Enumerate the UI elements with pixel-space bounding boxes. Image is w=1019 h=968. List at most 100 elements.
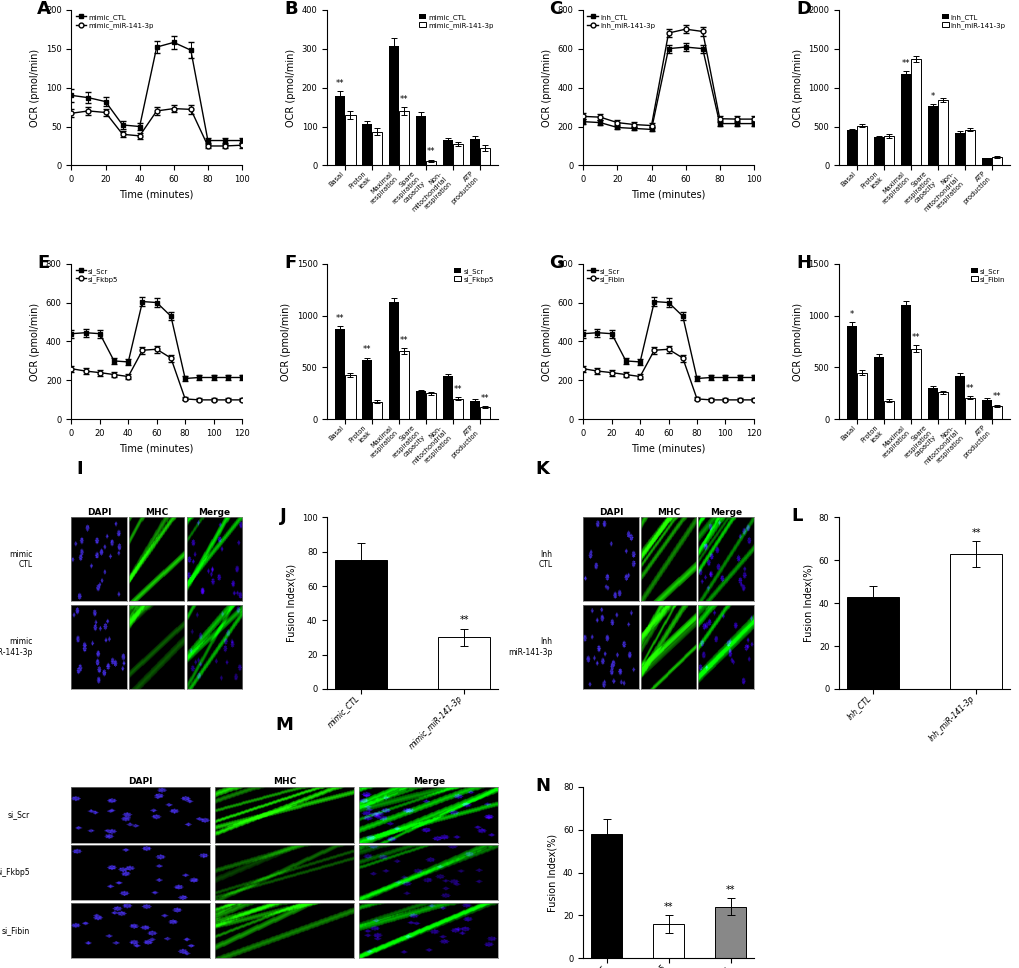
Bar [335,560,386,689]
Title: Merge: Merge [198,507,230,517]
Y-axis label: OCR (pmol/min): OCR (pmol/min) [281,302,290,380]
Legend: mimic_CTL, mimic_miR-141-3p: mimic_CTL, mimic_miR-141-3p [416,11,496,32]
Text: *: * [929,92,934,102]
Text: N: N [535,776,550,795]
Text: K: K [535,460,549,478]
Bar [927,388,937,419]
Bar [990,406,1001,419]
Bar [937,100,948,166]
Bar [950,554,1001,689]
Text: L: L [791,507,802,526]
Bar [372,132,382,166]
Text: E: E [38,255,50,272]
Title: DAPI: DAPI [87,507,111,517]
Text: **: ** [460,616,469,625]
Y-axis label: OCR (pmol/min): OCR (pmol/min) [792,48,802,127]
Bar [883,401,894,419]
Bar [426,161,436,166]
Bar [388,45,398,166]
Bar [398,350,409,419]
X-axis label: Time (minutes): Time (minutes) [631,190,705,199]
Legend: si_Scr, si_Fibin: si_Scr, si_Fibin [967,265,1008,286]
Title: MHC: MHC [273,777,296,786]
Y-axis label: OCR (pmol/min): OCR (pmol/min) [31,302,40,380]
Text: **: ** [335,79,344,88]
Bar [372,402,382,419]
Y-axis label: Fusion Index(%): Fusion Index(%) [547,833,556,912]
Text: **: ** [663,902,673,912]
Bar [335,329,345,419]
Bar [362,360,372,419]
Title: Merge: Merge [413,777,444,786]
Y-axis label: OCR (pmol/min): OCR (pmol/min) [31,48,41,127]
Bar [954,376,964,419]
Text: I: I [63,507,69,526]
Text: H: H [796,255,811,272]
Text: A: A [38,0,51,18]
Bar [937,392,948,419]
Y-axis label: mimic
miR-141-3p: mimic miR-141-3p [0,637,33,656]
Bar [442,140,452,166]
X-axis label: Time (minutes): Time (minutes) [119,443,194,454]
Text: **: ** [399,95,409,104]
Bar [652,924,684,958]
Y-axis label: Fusion Index(%): Fusion Index(%) [286,564,296,642]
Legend: si_Scr, si_Fibin: si_Scr, si_Fibin [584,265,628,286]
Bar [345,375,356,419]
Bar [846,326,856,419]
Text: B: B [284,0,298,18]
Bar [362,124,372,166]
Y-axis label: OCR (pmol/min): OCR (pmol/min) [541,302,551,380]
Text: M: M [275,716,293,735]
Legend: Inh_CTL, Inh_miR-141-3p: Inh_CTL, Inh_miR-141-3p [584,11,657,32]
Title: MHC: MHC [145,507,168,517]
Bar [480,407,490,419]
Bar [900,305,910,419]
Y-axis label: Inh
CTL: Inh CTL [538,550,552,569]
Bar [470,139,480,166]
Y-axis label: OCR (pmol/min): OCR (pmol/min) [792,302,802,380]
Bar [900,74,910,166]
Text: **: ** [726,885,735,895]
Y-axis label: OCR (pmol/min): OCR (pmol/min) [541,48,551,127]
Bar [452,399,463,419]
Bar [426,393,436,419]
Y-axis label: si_Fibin: si_Fibin [1,926,30,935]
Text: **: ** [911,333,919,343]
Text: *: * [849,310,853,319]
Legend: si_Scr, si_Fkbp5: si_Scr, si_Fkbp5 [451,265,496,286]
Y-axis label: si_Scr: si_Scr [7,810,30,819]
Text: G: G [548,255,564,272]
Text: **: ** [901,59,909,68]
Y-axis label: mimic
CTL: mimic CTL [9,550,33,569]
Bar [856,373,866,419]
Bar [416,391,426,419]
Text: F: F [284,255,297,272]
Bar [398,111,409,166]
Bar [335,96,345,166]
Bar [883,136,894,166]
Bar [442,376,452,419]
Bar [590,834,622,958]
Text: **: ** [427,147,435,157]
Text: **: ** [965,383,973,393]
Bar [714,907,745,958]
Bar [954,133,964,166]
Y-axis label: Fusion Index(%): Fusion Index(%) [803,564,812,642]
Y-axis label: Inh
miR-141-3p: Inh miR-141-3p [507,637,552,656]
Text: D: D [796,0,811,18]
Bar [980,400,990,419]
Title: DAPI: DAPI [128,777,153,786]
Bar [964,398,974,419]
Title: MHC: MHC [656,507,680,517]
Bar [910,348,920,419]
Text: I: I [76,460,83,478]
Title: DAPI: DAPI [598,507,623,517]
Text: **: ** [399,336,409,345]
Text: **: ** [970,528,980,537]
Y-axis label: OCR (pmol/min): OCR (pmol/min) [286,48,296,127]
Legend: si_Scr, si_Fkbp5: si_Scr, si_Fkbp5 [72,265,121,286]
Legend: mimic_CTL, mimic_miR-141-3p: mimic_CTL, mimic_miR-141-3p [72,11,156,32]
Bar [470,401,480,419]
Bar [927,106,937,166]
